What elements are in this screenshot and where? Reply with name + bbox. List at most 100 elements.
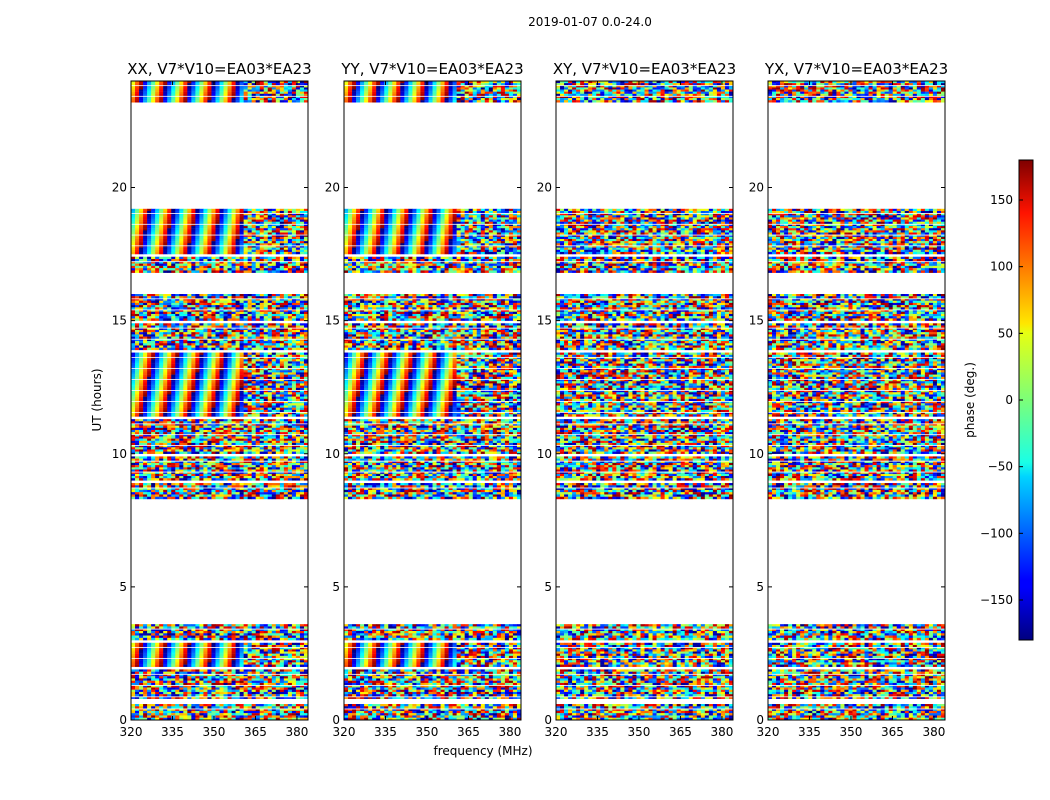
phase-cell <box>175 332 180 335</box>
phase-cell <box>251 423 256 426</box>
phase-cell <box>251 644 256 648</box>
phase-cell <box>155 438 160 441</box>
phase-cell <box>207 421 212 424</box>
phase-cell <box>139 708 144 712</box>
phase-cell <box>135 462 140 466</box>
phase-cell <box>203 642 208 646</box>
phase-cell <box>167 642 172 646</box>
phase-cell <box>267 401 273 404</box>
phase-cell <box>187 462 192 466</box>
phase-cell <box>219 359 224 362</box>
phase-cell <box>143 694 148 697</box>
phase-cell <box>183 460 188 464</box>
phase-cell <box>231 421 236 424</box>
phase-cell <box>259 376 265 380</box>
phase-cell <box>255 458 261 461</box>
phase-cell <box>179 372 184 375</box>
phase-cell <box>231 407 236 411</box>
phase-cell <box>263 651 269 654</box>
phase-cell <box>227 469 232 472</box>
phase-cell <box>139 432 144 435</box>
phase-cell <box>171 390 176 393</box>
phase-cell <box>287 460 293 464</box>
phase-cell <box>187 478 192 481</box>
phase-cell <box>267 372 273 375</box>
phase-cell <box>235 671 240 675</box>
phase-cell <box>139 658 144 661</box>
phase-cell <box>175 473 180 477</box>
phase-cell <box>291 387 297 391</box>
phase-cell <box>179 368 184 371</box>
phase-cell <box>243 633 248 636</box>
phase-cell <box>175 642 180 646</box>
phase-cell <box>271 423 277 426</box>
phase-cell <box>283 327 289 331</box>
phase-cell <box>243 478 248 481</box>
phase-cell <box>227 421 232 424</box>
phase-cell <box>171 473 176 477</box>
phase-cell <box>259 687 265 690</box>
phase-cell <box>239 687 244 690</box>
phase-cell <box>291 449 297 452</box>
phase-cell <box>159 696 164 699</box>
phase-cell <box>131 379 136 382</box>
phase-cell <box>191 673 196 677</box>
phase-cell <box>239 392 244 395</box>
phase-cell <box>235 635 240 639</box>
phase-cell <box>191 421 196 424</box>
phase-cell <box>295 706 301 709</box>
phase-cell <box>131 381 136 384</box>
phase-cell <box>135 631 140 634</box>
phase-cell <box>235 385 240 389</box>
phase-cell <box>167 662 172 665</box>
phase-cell <box>255 660 261 663</box>
phase-cell <box>259 327 265 331</box>
phase-cell <box>287 409 293 413</box>
phase-cell <box>195 356 200 360</box>
phase-cell <box>219 637 224 641</box>
phase-cell <box>255 447 261 450</box>
phase-cell <box>175 385 180 389</box>
phase-cell <box>207 662 212 665</box>
phase-cell <box>291 381 297 384</box>
phase-cell <box>299 489 305 493</box>
phase-cell <box>195 478 200 481</box>
phase-cell <box>295 671 301 675</box>
phase-cell <box>267 405 273 408</box>
phase-cell <box>227 407 232 411</box>
phase-cell <box>203 359 208 362</box>
phase-cell <box>171 487 176 491</box>
phase-cell <box>135 423 140 426</box>
phase-cell <box>263 374 269 378</box>
phase-cell <box>203 689 208 693</box>
phase-cell <box>271 368 277 371</box>
phase-cell <box>191 649 196 652</box>
phase-cell <box>195 626 200 629</box>
phase-cell <box>223 496 228 500</box>
phase-cell <box>223 626 228 629</box>
phase-cell <box>171 471 176 475</box>
phase-cell <box>167 655 172 659</box>
phase-cell <box>187 396 192 400</box>
phase-cell <box>243 465 248 468</box>
phase-cell <box>299 673 305 677</box>
phase-cell <box>263 624 269 627</box>
phase-cell <box>303 678 309 681</box>
phase-cell <box>211 434 216 437</box>
phase-cell <box>187 624 192 627</box>
phase-cell <box>263 476 269 479</box>
phase-cell <box>199 412 204 415</box>
phase-cell <box>279 354 285 358</box>
phase-cell <box>179 635 184 639</box>
phase-cell <box>303 694 309 697</box>
phase-cell <box>191 628 196 632</box>
phase-cell <box>255 680 261 684</box>
phase-cell <box>215 405 220 408</box>
phase-cell <box>279 379 285 382</box>
phase-cell <box>219 465 224 468</box>
phase-cell <box>295 341 301 344</box>
phase-cell <box>151 476 156 479</box>
phase-cell <box>219 669 224 672</box>
phase-cell <box>159 680 164 684</box>
phase-cell <box>227 642 232 646</box>
